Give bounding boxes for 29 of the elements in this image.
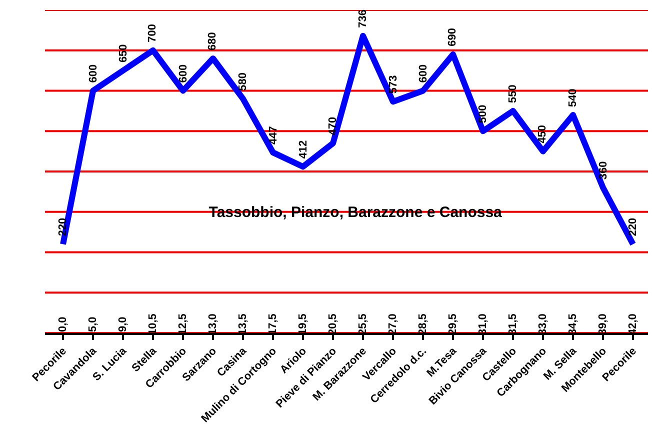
annotation: 17,5 (267, 314, 279, 335)
data-label: 700 (146, 24, 159, 42)
data-label: 360 (597, 161, 610, 180)
data-label: 470 (326, 116, 339, 136)
annotation: 19,5 (297, 314, 309, 335)
data-label: 447 (267, 126, 280, 145)
annotation: 10,5 (147, 314, 159, 335)
data-label: 573 (387, 75, 400, 94)
annotation: 13,5 (237, 314, 249, 335)
annotation: 13,0 (207, 314, 219, 335)
annotation: 9,0 (117, 316, 129, 332)
data-label: 220 (56, 218, 69, 236)
data-label: 600 (417, 64, 430, 83)
data-label: 500 (476, 104, 489, 124)
annotation: 5,0 (87, 316, 99, 332)
data-label: 600 (87, 64, 100, 83)
data-label: 412 (297, 140, 310, 159)
data-label: 680 (206, 32, 219, 50)
data-label: 690 (446, 28, 459, 46)
data-label: 736 (357, 9, 370, 28)
data-label: 450 (536, 124, 549, 144)
annotation: 0,0 (57, 316, 69, 332)
data-label: 580 (237, 72, 250, 91)
data-label: 540 (567, 88, 580, 107)
annotation: 12,5 (177, 314, 189, 335)
data-label: 220 (626, 218, 639, 236)
data-label: 650 (117, 44, 130, 63)
data-label: 600 (177, 64, 190, 83)
data-label: 550 (507, 84, 520, 103)
